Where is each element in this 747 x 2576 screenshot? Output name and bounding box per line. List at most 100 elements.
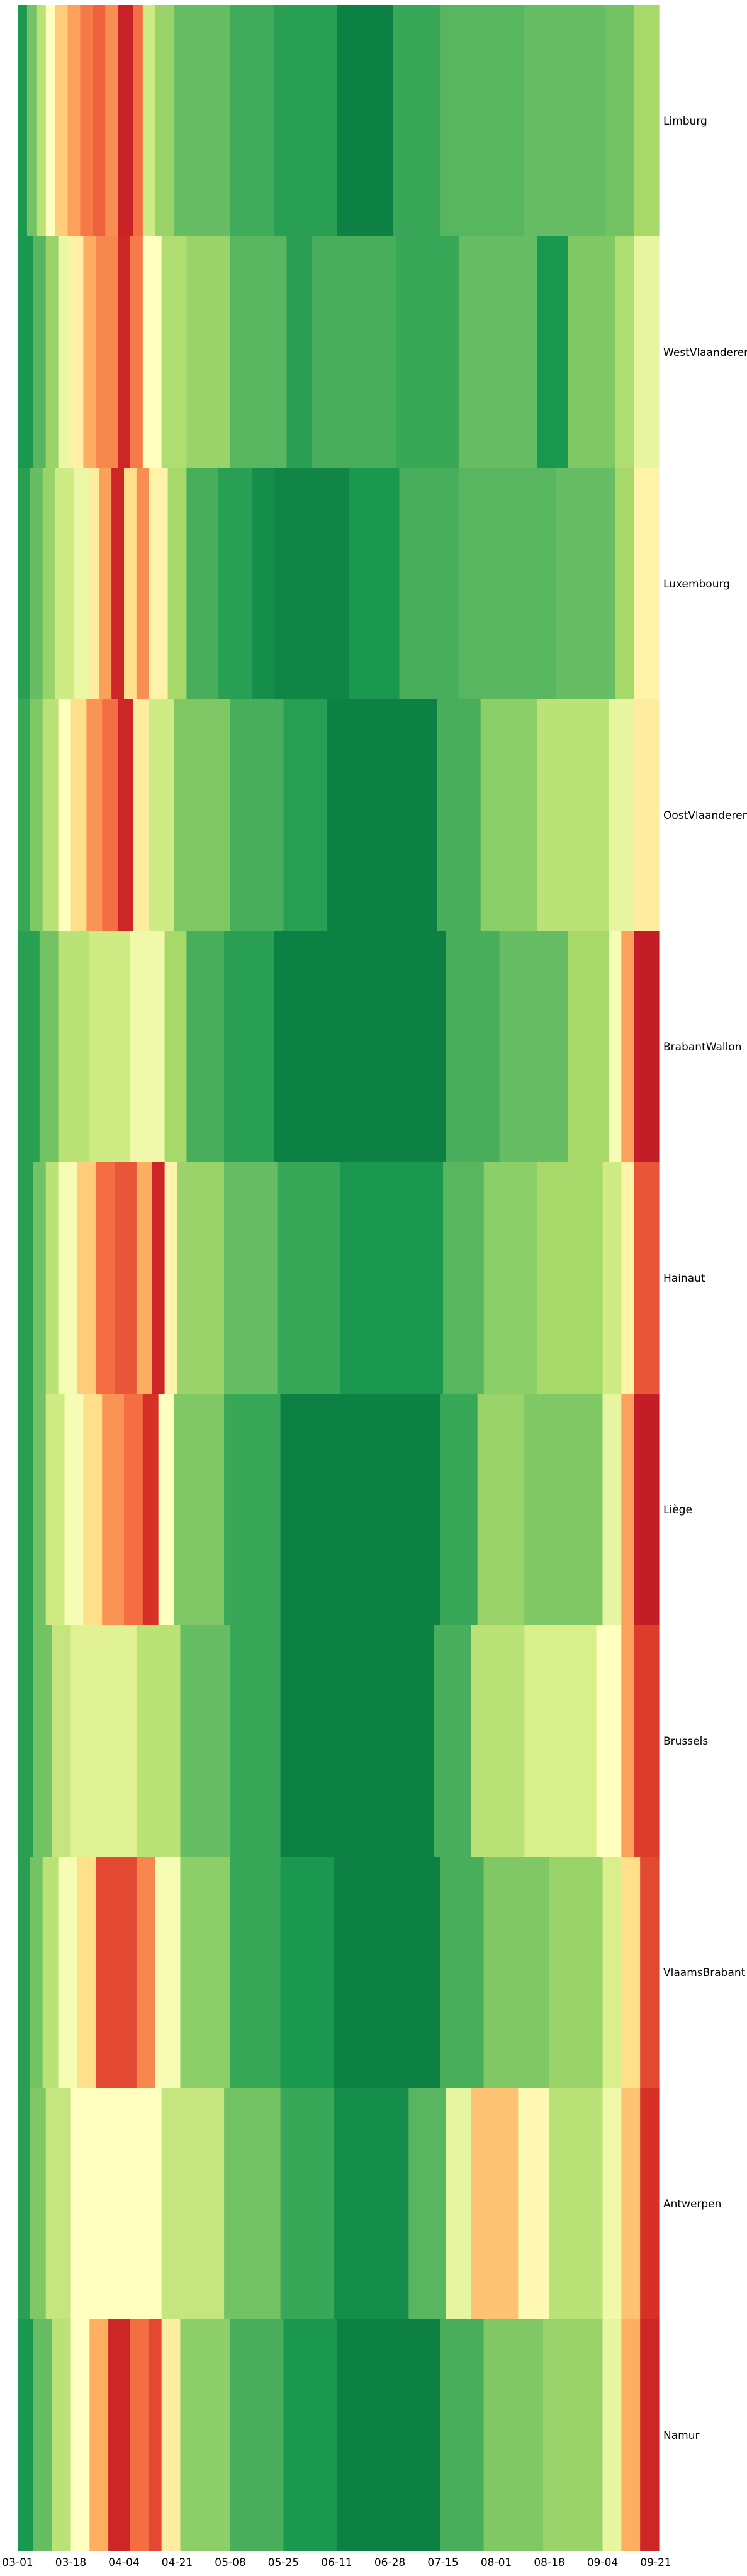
heatmap-cell	[312, 236, 397, 468]
heatmap-cell	[70, 1625, 137, 1857]
heatmap-cell	[33, 1625, 53, 1857]
heatmap-cell	[130, 236, 143, 468]
heatmap-cell	[36, 5, 47, 236]
heatmap-cell	[45, 1394, 65, 1625]
heatmap-cell	[408, 2088, 447, 2319]
heatmap-cell	[152, 1162, 166, 1394]
heatmap-row	[18, 1857, 660, 2088]
heatmap-cell	[524, 1625, 597, 1857]
heatmap-cell	[277, 1162, 340, 1394]
heatmap-cell	[549, 2088, 604, 2319]
heatmap-cell	[640, 2088, 660, 2319]
heatmap-cell	[349, 468, 400, 699]
x-tick-label: 06-11	[321, 2557, 352, 2569]
heatmap-cell	[396, 236, 459, 468]
heatmap-cell	[18, 699, 31, 931]
heatmap-cell	[58, 699, 72, 931]
heatmap-cell	[640, 1857, 660, 2088]
heatmap-cell	[602, 1857, 622, 2088]
heatmap-cell	[161, 2319, 181, 2551]
heatmap-cell	[634, 1625, 660, 1857]
heatmap-cell	[537, 699, 610, 931]
heatmap-cell	[133, 5, 143, 236]
heatmap-cell	[180, 1625, 231, 1857]
heatmap-cell	[93, 5, 106, 236]
heatmap-cell	[230, 236, 288, 468]
heatmap-cell	[434, 1625, 472, 1857]
row-labels: Limburg WestVlaanderen Luxembourg OostVlaan…	[663, 115, 747, 2442]
heatmap-cell	[274, 931, 447, 1162]
heatmap-cell	[621, 2088, 641, 2319]
heatmap-cell	[58, 236, 72, 468]
heatmap-cell	[440, 1394, 478, 1625]
heatmap-cell	[18, 1394, 34, 1625]
heatmap-cell	[621, 931, 634, 1162]
heatmap-cell	[230, 1625, 281, 1857]
heatmap-cell	[286, 236, 312, 468]
heatmap-cell	[102, 699, 118, 931]
heatmap-cell	[230, 5, 275, 236]
heatmap-cell	[18, 468, 31, 699]
heatmap-cell	[115, 1162, 137, 1394]
heatmap-cell	[446, 2088, 472, 2319]
heatmap-cell	[634, 468, 660, 699]
heatmap-cell	[596, 1625, 622, 1857]
heatmap-cell	[96, 1857, 137, 2088]
heatmap-cell	[609, 699, 634, 931]
heatmap-cell	[136, 468, 150, 699]
heatmap-cell	[483, 1857, 550, 2088]
row-label: Luxembourg	[663, 578, 730, 591]
heatmap-cell	[33, 1162, 47, 1394]
heatmap-cell	[180, 2319, 231, 2551]
heatmap-cell	[437, 699, 481, 931]
heatmap-cell	[80, 5, 93, 236]
heatmap-cell	[483, 1162, 537, 1394]
heatmap-cell	[70, 2319, 90, 2551]
heatmap-cell	[621, 1394, 634, 1625]
heatmap-cell	[537, 236, 569, 468]
heatmap-cell	[443, 1162, 485, 1394]
heatmap-cell	[274, 468, 350, 699]
heatmap-cell	[18, 2088, 31, 2319]
heatmap-rows	[18, 5, 660, 2551]
heatmap-cell	[186, 931, 225, 1162]
heatmap-row	[18, 468, 660, 699]
heatmap-cell	[58, 931, 90, 1162]
heatmap-row	[18, 931, 660, 1162]
heatmap-cell	[136, 1857, 156, 2088]
heatmap-cell	[602, 2319, 622, 2551]
heatmap-row	[18, 1162, 660, 1394]
heatmap-cell	[230, 699, 284, 931]
heatmap-cell	[283, 699, 328, 931]
heatmap-cell	[39, 931, 59, 1162]
heatmap-cell	[186, 236, 231, 468]
row-label: OostVlaanderen	[663, 809, 747, 822]
heatmap-cell	[471, 1625, 525, 1857]
x-tick-label: 05-08	[215, 2557, 245, 2569]
heatmap-cell	[155, 1857, 181, 2088]
x-tick-label: 06-28	[374, 2557, 405, 2569]
heatmap-cell	[274, 5, 337, 236]
heatmap-cell	[499, 931, 569, 1162]
heatmap-cell	[45, 236, 59, 468]
row-label: BrabantWallon	[663, 1041, 741, 1053]
heatmap-cell	[45, 5, 56, 236]
heatmap-cell	[602, 1394, 622, 1625]
heatmap-cell	[124, 1394, 143, 1625]
heatmap-cell	[30, 1857, 43, 2088]
x-tick-label: 09-21	[640, 2557, 671, 2569]
heatmap-cell	[280, 1625, 434, 1857]
heatmap-cell	[440, 5, 525, 236]
heatmap-cell	[136, 1625, 181, 1857]
heatmap-cell	[55, 5, 69, 236]
heatmap-cell	[42, 1857, 59, 2088]
heatmap-cell	[164, 931, 188, 1162]
heatmap-cell	[605, 5, 634, 236]
heatmap-row	[18, 1625, 660, 1857]
heatmap-cell	[543, 2319, 604, 2551]
heatmap-cell	[224, 2088, 281, 2319]
heatmap-cell	[621, 1857, 641, 2088]
heatmap-cell	[58, 1857, 78, 2088]
heatmap-cell	[337, 2319, 441, 2551]
heatmap-cell	[142, 236, 162, 468]
